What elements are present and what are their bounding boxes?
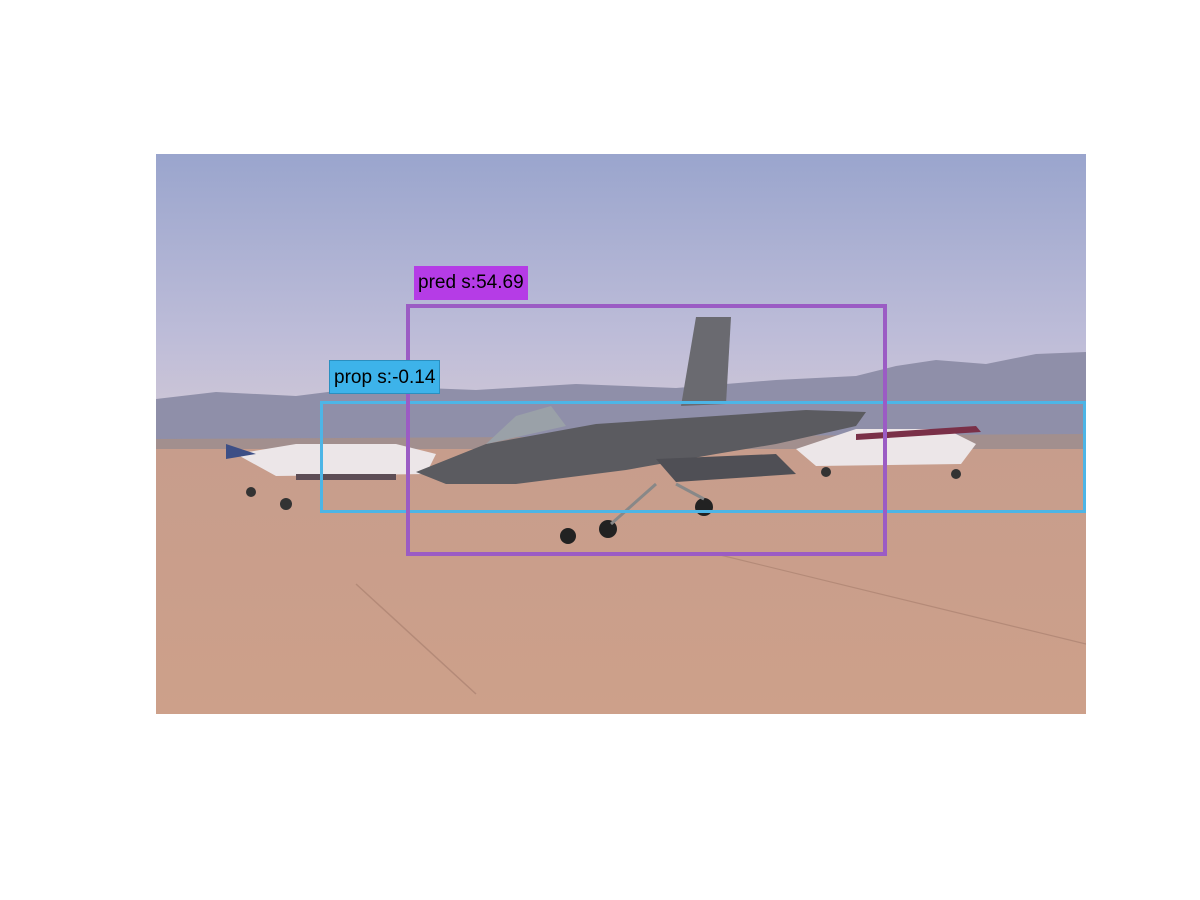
proposal-score-label: prop s:-0.14 bbox=[329, 360, 441, 394]
prediction-score-label: pred s:54.69 bbox=[414, 266, 528, 300]
tarmac-seam bbox=[715, 553, 1086, 645]
tarmac bbox=[156, 449, 1086, 714]
tarmac-seam bbox=[355, 583, 477, 695]
small-plane-left bbox=[226, 444, 436, 510]
fighter-jet bbox=[416, 317, 866, 544]
proposal-bounding-box bbox=[320, 401, 1086, 513]
prediction-bounding-box bbox=[406, 304, 887, 556]
airfield-photo bbox=[156, 154, 1086, 714]
airfield-scene bbox=[156, 154, 1086, 714]
